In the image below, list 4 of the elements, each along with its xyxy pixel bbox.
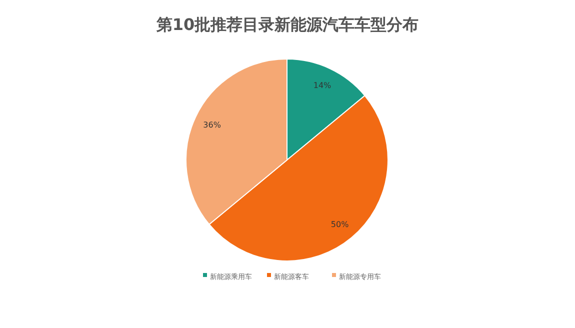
chart-title: 第10批推荐目录新能源汽车车型分布 — [155, 15, 419, 34]
data-label: 50% — [330, 220, 350, 229]
data-label: 36% — [203, 120, 222, 130]
data-label: 14% — [313, 81, 332, 90]
